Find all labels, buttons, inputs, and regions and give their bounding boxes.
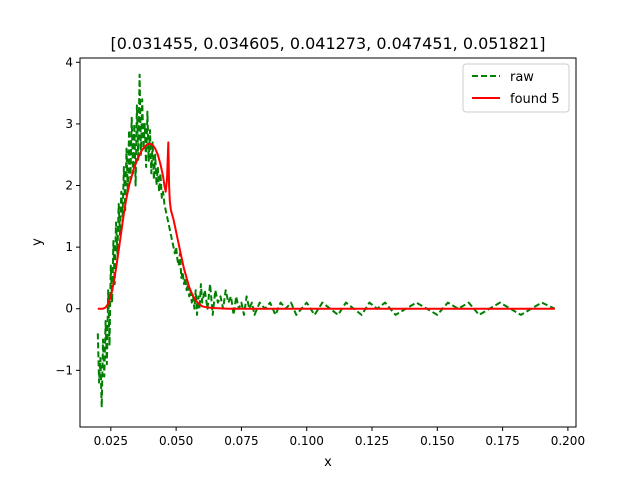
legend-label-found-5: found 5 <box>510 92 560 107</box>
y-tick-label: 3 <box>65 117 73 131</box>
y-tick-label: 4 <box>65 55 73 69</box>
legend-box <box>462 63 570 113</box>
x-tick-label: 0.050 <box>159 434 193 448</box>
series-line-found-5 <box>97 141 555 310</box>
series-line-raw <box>96 73 556 409</box>
y-tick-label: −1 <box>55 363 73 377</box>
x-tick-label: 0.200 <box>551 434 585 448</box>
y-tick-label: 2 <box>65 179 73 193</box>
legend-label-raw: raw <box>510 70 534 85</box>
x-tick-label: 0.075 <box>224 434 258 448</box>
x-axis: 0.025 0.050 0.075 0.100 0.125 0.150 0.175 0.200 <box>94 427 585 448</box>
plot-frame <box>79 57 577 428</box>
y-tick-label: 1 <box>65 240 73 254</box>
plot-area <box>79 57 577 428</box>
x-tick-label: 0.125 <box>355 434 389 448</box>
x-tick-label: 0.175 <box>485 434 519 448</box>
chart-title: [0.031455, 0.034605, 0.041273, 0.047451,… <box>111 34 546 53</box>
y-axis-label: y <box>30 238 45 246</box>
series-layer <box>96 73 556 409</box>
x-tick-label: 0.025 <box>94 434 128 448</box>
y-tick-label: 0 <box>65 302 73 316</box>
legend: raw found 5 <box>462 63 570 113</box>
y-axis: −1 0 1 2 3 4 <box>55 55 80 377</box>
x-axis-label: x <box>324 455 332 470</box>
x-tick-label: 0.100 <box>290 434 324 448</box>
x-tick-label: 0.150 <box>420 434 454 448</box>
